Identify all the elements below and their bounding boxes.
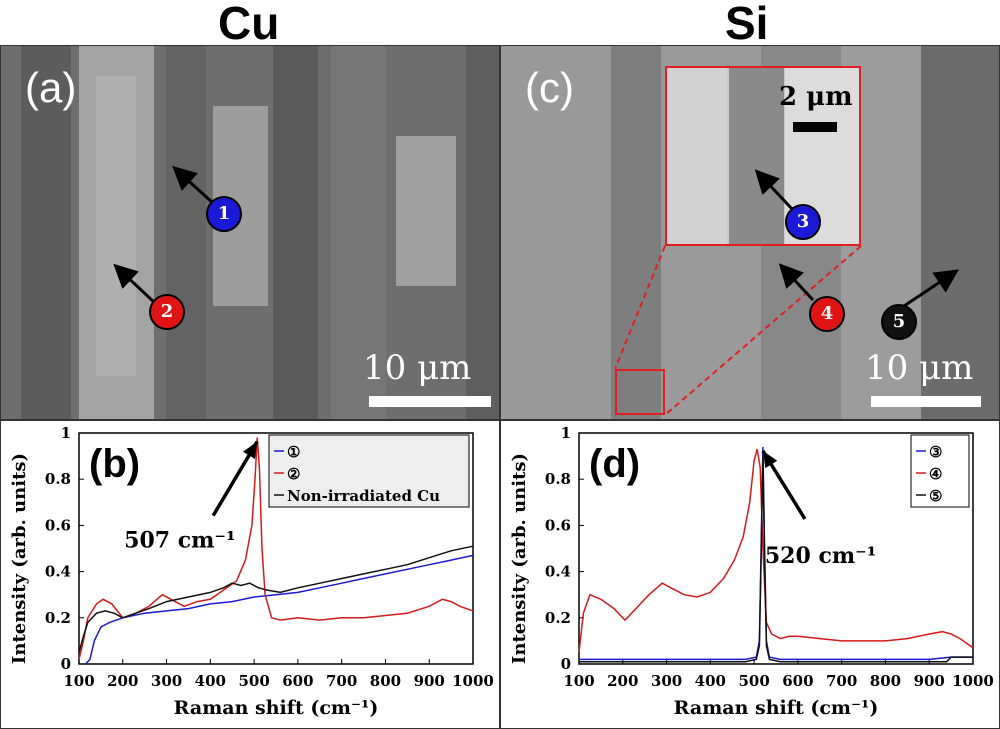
series-line-1 xyxy=(85,554,474,665)
marker-2: 2 xyxy=(149,294,185,330)
panel-label-a: (a) xyxy=(25,64,77,111)
sem-image-cu: (a) 1 2 10 μm xyxy=(0,45,500,420)
plot-frame xyxy=(578,432,974,665)
y-axis-label: Intensity (arb. units) xyxy=(509,453,530,664)
zoom-line-right xyxy=(664,245,862,416)
zoom-source-box xyxy=(615,369,665,415)
y-tick-label-0.2: 0.2 xyxy=(545,609,571,627)
arrow-overlay-c xyxy=(614,169,959,416)
arrow-5 xyxy=(900,269,959,310)
marker-3: 3 xyxy=(785,204,821,240)
scale-bar-c xyxy=(871,396,981,407)
y-axis-label: Intensity (arb. units) xyxy=(9,453,30,664)
marker-1: 1 xyxy=(206,196,242,232)
raman-plot-d: 100 200 300 400 500 600 700 800 900 1000 0 0.2 0.4 0.… xyxy=(500,420,1000,729)
plot-frame xyxy=(78,432,474,665)
x-tick-label-800: 800 xyxy=(370,672,401,690)
y-tick-label-0: 0 xyxy=(561,655,571,673)
arrow-3 xyxy=(754,169,795,212)
arrow-1 xyxy=(172,165,216,206)
series-line-2 xyxy=(578,449,974,653)
y-tick-label-0.8: 0.8 xyxy=(45,470,71,488)
y-tick-label-0.6: 0.6 xyxy=(45,516,71,534)
arrow-4 xyxy=(778,263,815,302)
sem-image-si: (c) 2 μm 3 4 5 10 μm xyxy=(500,45,1000,420)
x-tick-label-1000: 1000 xyxy=(952,672,994,690)
x-tick-label-500: 500 xyxy=(738,672,769,690)
arrow-overlay-a xyxy=(113,165,216,306)
series-line-3 xyxy=(579,456,973,663)
y-tick-label-0.6: 0.6 xyxy=(545,516,571,534)
legend-label-3: Non-irradiated Cu xyxy=(287,487,440,505)
marker-5: 5 xyxy=(881,304,917,340)
raman-chart-b: 100 200 300 400 500 600 700 800 900 1000 0 0.2 0.4 0.… xyxy=(9,424,494,719)
x-tick-label-900: 900 xyxy=(414,672,445,690)
annotation-arrow-head xyxy=(242,441,258,459)
x-tick-label-600: 600 xyxy=(782,672,813,690)
series-line-3 xyxy=(78,545,474,653)
y-tick-label-1: 1 xyxy=(61,424,71,442)
x-tick-label-800: 800 xyxy=(870,672,901,690)
annotation-text: 507 cm⁻¹ xyxy=(124,528,236,554)
legend-label-1: ① xyxy=(287,443,300,461)
annotation-text: 520 cm⁻¹ xyxy=(765,543,877,569)
zoom-inset: 2 μm xyxy=(665,66,861,246)
arrow-2 xyxy=(113,263,158,306)
series-line-2 xyxy=(78,437,474,660)
annotation-arrow-head xyxy=(762,450,778,469)
x-tick-label-400: 400 xyxy=(195,672,226,690)
x-tick-label-200: 200 xyxy=(107,672,138,690)
panel-label-c: (c) xyxy=(525,64,574,111)
column-title-cu: Cu xyxy=(218,0,280,49)
zoom-line-left xyxy=(614,245,666,370)
marker-4: 4 xyxy=(809,296,845,332)
y-tick-label-0: 0 xyxy=(61,655,71,673)
scale-label-c: 10 μm xyxy=(865,348,974,388)
x-tick-label-400: 400 xyxy=(695,672,726,690)
panel-label: (d) xyxy=(589,442,640,486)
x-tick-label-500: 500 xyxy=(238,672,269,690)
inset-scale-label: 2 μm xyxy=(779,82,853,112)
legend-box xyxy=(268,434,470,508)
x-tick-label-900: 900 xyxy=(914,672,945,690)
x-tick-label-100: 100 xyxy=(63,672,94,690)
raman-plot-b: 100 200 300 400 500 600 700 800 900 1000 0 0.2 0.4 0.… xyxy=(0,420,500,729)
y-tick-label-0.4: 0.4 xyxy=(545,563,571,581)
x-axis-label: Raman shift (cm⁻¹) xyxy=(174,697,379,719)
legend-label-2: ④ xyxy=(929,465,942,483)
x-tick-label-700: 700 xyxy=(826,672,857,690)
panel-label: (b) xyxy=(89,442,140,486)
x-tick-label-700: 700 xyxy=(326,672,357,690)
scale-bar-a xyxy=(369,396,491,407)
y-tick-label-0.4: 0.4 xyxy=(45,563,71,581)
legend-label-3: ⑤ xyxy=(929,487,942,505)
y-tick-label-0.8: 0.8 xyxy=(545,470,571,488)
x-tick-label-300: 300 xyxy=(151,672,182,690)
column-title-si: Si xyxy=(725,0,769,49)
y-tick-label-1: 1 xyxy=(561,424,571,442)
scale-label-a: 10 μm xyxy=(363,348,472,388)
y-tick-label-0.2: 0.2 xyxy=(45,609,71,627)
x-tick-label-300: 300 xyxy=(651,672,682,690)
x-tick-label-1000: 1000 xyxy=(452,672,494,690)
x-tick-label-200: 200 xyxy=(607,672,638,690)
legend-label-2: ② xyxy=(287,465,300,483)
x-axis-label: Raman shift (cm⁻¹) xyxy=(674,697,879,719)
legend-label-1: ③ xyxy=(929,443,942,461)
x-tick-label-100: 100 xyxy=(563,672,594,690)
raman-chart-d: 100 200 300 400 500 600 700 800 900 1000 0 0.2 0.4 0.… xyxy=(509,424,994,719)
x-tick-label-600: 600 xyxy=(282,672,313,690)
inset-scale-bar xyxy=(793,122,837,132)
